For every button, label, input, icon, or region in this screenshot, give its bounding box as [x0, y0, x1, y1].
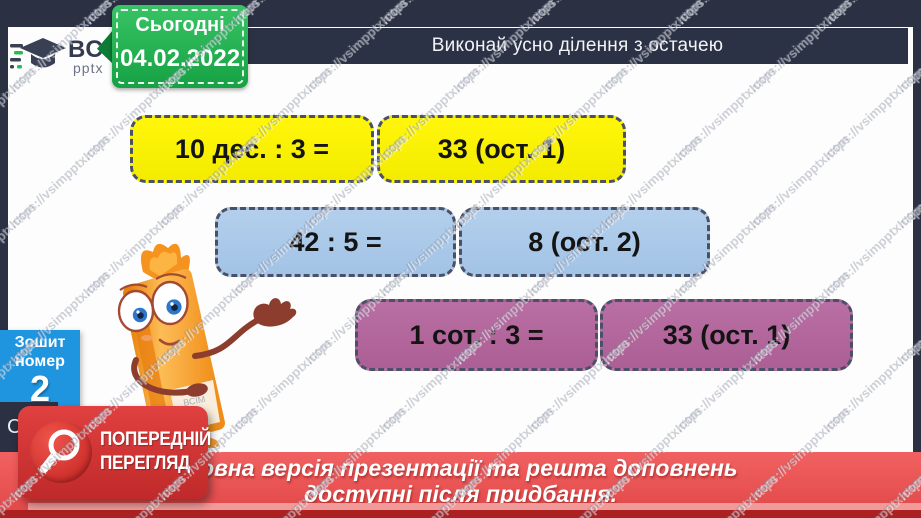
watermark-text: https://vsimpptx.com: [672, 0, 778, 28]
date-card-date: 04.02.2022: [119, 45, 241, 72]
banner-fold-line: [28, 503, 921, 510]
exercise-answer-box: 8 (ост. 2): [459, 207, 710, 277]
corner-letter: C: [7, 416, 22, 438]
purchase-banner-line1: Повна версія презентації та решта доповн…: [183, 455, 738, 481]
preview-badge-button[interactable]: ПОПЕРЕДНІЙ ПЕРЕГЛЯД: [18, 406, 211, 499]
watermark-text: https://vsimpptx.com: [0, 0, 38, 28]
magnifier-circle: [30, 421, 92, 483]
exercise-question-text: 42 : 5 =: [289, 226, 382, 257]
notebook-label-1: Зошит: [14, 334, 66, 351]
exercise-question-box: 1 сот. : 3 =: [355, 299, 598, 371]
bottom-strip: [0, 510, 921, 518]
notebook-label-2: номер: [15, 353, 65, 370]
magnifier-icon: [40, 429, 80, 473]
exercise-answer-text: 33 (ост. 1): [662, 319, 791, 350]
purchase-banner-line2: доступні після придбання.: [303, 481, 618, 507]
exercise-question-text: 1 сот. : 3 =: [409, 319, 544, 350]
exercise-question-box: 10 дес. : 3 =: [130, 115, 374, 183]
date-card-border: [116, 9, 244, 84]
mascot-brand-mark: ВСІМ: [182, 394, 206, 408]
preview-badge-label: ПОПЕРЕДНІЙ ПЕРЕГЛЯД: [100, 429, 211, 474]
mascot-arm: [131, 357, 195, 396]
brand-subname: pptx: [73, 60, 104, 76]
notebook-number: 2: [29, 368, 51, 409]
exercise-question-box: 42 : 5 =: [215, 207, 456, 277]
exercise-answer-box: 33 (ост. 1): [600, 299, 853, 371]
mascot-smile: [158, 338, 181, 346]
exercise-answer-text: 33 (ост. 1): [437, 133, 566, 164]
mascot-character: ВСІМ: [117, 243, 297, 448]
exercise-answer-text: 8 (ост. 2): [528, 226, 641, 257]
watermark-text: https://vsimpptx.com: [524, 0, 630, 28]
exercise-question-text: 10 дес. : 3 =: [174, 133, 330, 164]
mascot-arm: [192, 317, 261, 359]
graduation-cap-icon: [10, 38, 66, 69]
slide-title: Виконай усно ділення з остачею: [431, 35, 724, 56]
mascot-hand: [186, 383, 208, 397]
exercise-answer-box: 33 (ост. 1): [377, 115, 626, 183]
notebook-number-badge: Зошит номер 2: [0, 330, 80, 410]
mascot-hand: [253, 298, 297, 327]
slide-title-bar: Виконай усно ділення з остачею: [247, 28, 908, 64]
date-card: Сьогодні 04.02.2022: [112, 5, 248, 88]
date-card-label: Сьогодні: [135, 14, 225, 36]
watermark-text: https://vsimpptx.com: [820, 0, 921, 28]
watermark-text: https://vsimpptx.com: [376, 0, 482, 28]
